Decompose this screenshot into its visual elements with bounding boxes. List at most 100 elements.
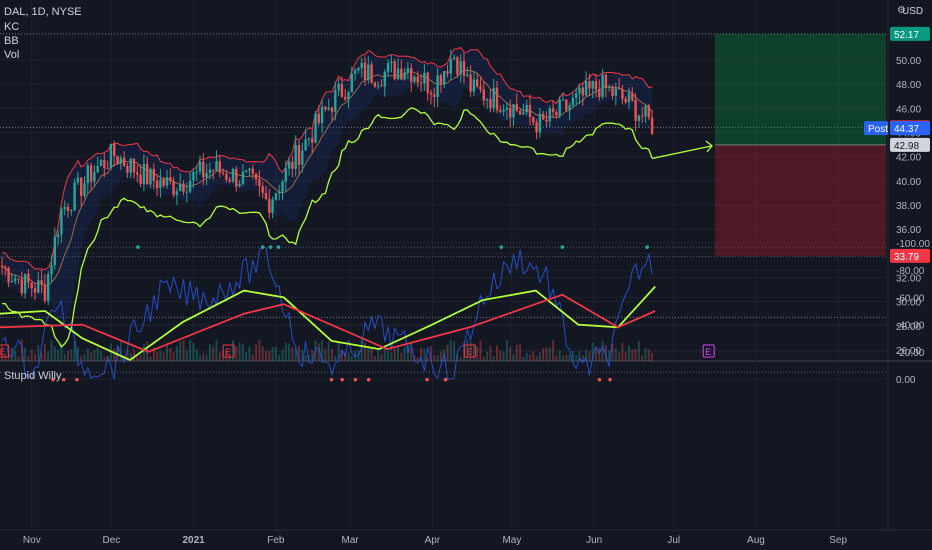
- candle-body: [215, 161, 218, 171]
- price-axis: 26.0028.0030.0032.0034.0036.0038.0040.00…: [864, 26, 930, 386]
- volume-bar: [10, 347, 13, 361]
- candle-body: [551, 108, 555, 113]
- indicator-kc-label[interactable]: KC: [4, 21, 20, 33]
- candle-body: [360, 62, 363, 68]
- candle-body: [225, 173, 228, 180]
- price-tick-label: 48.00: [896, 80, 921, 91]
- candle-body: [357, 67, 360, 71]
- volume-bar: [241, 344, 244, 361]
- volume-bar: [232, 340, 234, 361]
- volume-bar: [113, 348, 116, 361]
- candle-body: [294, 145, 297, 169]
- volume-bar: [357, 350, 360, 361]
- volume-bar: [433, 355, 436, 361]
- indicator-bb-label[interactable]: BB: [4, 35, 19, 47]
- settings-icon[interactable]: ⚙: [897, 5, 906, 16]
- candle-body: [532, 117, 535, 123]
- volume-bar: [628, 345, 630, 361]
- candle-body: [106, 167, 109, 169]
- price-tick-label: 26.00: [896, 346, 921, 357]
- time-tick-label: 2021: [183, 535, 206, 546]
- volume-bar: [565, 354, 568, 361]
- candle-body: [162, 179, 165, 186]
- volume-bar: [377, 348, 380, 361]
- volume-bar: [512, 354, 515, 361]
- candle-body: [10, 281, 14, 283]
- candle-body: [377, 85, 380, 87]
- volume-bar: [215, 339, 218, 361]
- candle-body: [578, 87, 581, 94]
- candle-body: [634, 99, 637, 121]
- volume-bar: [591, 342, 594, 361]
- candle-body: [604, 74, 608, 88]
- candle-body: [43, 284, 47, 301]
- time-tick-label: Aug: [747, 535, 765, 546]
- volume-bar: [430, 345, 432, 361]
- volume-bar: [67, 350, 69, 361]
- volume-bar: [208, 343, 211, 361]
- candle-body: [624, 98, 627, 103]
- volume-bar: [562, 355, 564, 361]
- candle-body: [601, 74, 604, 97]
- candle-body: [617, 88, 621, 90]
- volume-bar: [248, 346, 251, 361]
- volume-bar: [545, 347, 548, 361]
- candle-body: [155, 180, 159, 189]
- candle-body: [347, 92, 350, 100]
- volume-bar: [367, 345, 370, 361]
- signal-dot-buy: [645, 245, 649, 249]
- volume-bar: [301, 350, 304, 361]
- candle-body: [433, 94, 436, 97]
- volume-bar: [456, 353, 459, 361]
- lower-panel-title[interactable]: Stupid Willy: [4, 370, 62, 382]
- volume-bar: [182, 339, 185, 361]
- candle-body: [116, 155, 119, 164]
- candle-body: [502, 109, 505, 112]
- price-label-text: 44.37: [894, 124, 919, 135]
- candle-body: [542, 113, 545, 120]
- signal-dot-sell: [340, 377, 344, 382]
- volume-bar: [136, 356, 139, 361]
- candle-body: [410, 68, 413, 82]
- signal-dot-buy: [260, 245, 265, 249]
- volume-bar: [370, 347, 373, 361]
- price-tick-label: 40.00: [896, 177, 921, 188]
- candle-body: [429, 92, 433, 95]
- volume-bar: [43, 343, 46, 361]
- price-tick-label: 32.00: [896, 274, 921, 285]
- candle-body: [96, 166, 99, 173]
- candle-body: [594, 81, 598, 90]
- volume-bar: [317, 343, 320, 361]
- volume-bar: [119, 340, 122, 361]
- time-tick-label: Mar: [342, 535, 360, 546]
- candle-body: [485, 99, 489, 101]
- volume-bar: [496, 345, 498, 361]
- volume-bar: [387, 351, 390, 361]
- volume-bar: [558, 350, 561, 361]
- candle-body: [380, 85, 383, 87]
- candle-body: [459, 61, 462, 75]
- volume-bar: [126, 349, 129, 361]
- volume-bar: [63, 353, 66, 361]
- candle-body: [205, 172, 208, 178]
- volume-bar: [304, 355, 307, 361]
- currency-label[interactable]: USD: [902, 6, 924, 17]
- symbol-title[interactable]: DAL, 1D, NYSE: [4, 6, 82, 18]
- oscillator-tick-label: 0.00: [896, 375, 916, 386]
- volume-bar: [175, 345, 178, 361]
- candle-body: [83, 183, 86, 196]
- candle-body: [525, 104, 528, 113]
- volume-bar: [24, 347, 27, 361]
- volume-bar: [499, 350, 502, 361]
- candle-body: [198, 161, 202, 172]
- volume-bar: [614, 348, 617, 361]
- volume-bar: [100, 351, 102, 361]
- earnings-marker-box: [0, 344, 10, 358]
- candle-body: [86, 165, 89, 184]
- volume-bar: [634, 348, 637, 361]
- volume-bar: [482, 356, 485, 361]
- candle-body: [70, 210, 73, 212]
- candle-body: [608, 87, 611, 89]
- indicator-vol-label[interactable]: Vol: [4, 49, 20, 61]
